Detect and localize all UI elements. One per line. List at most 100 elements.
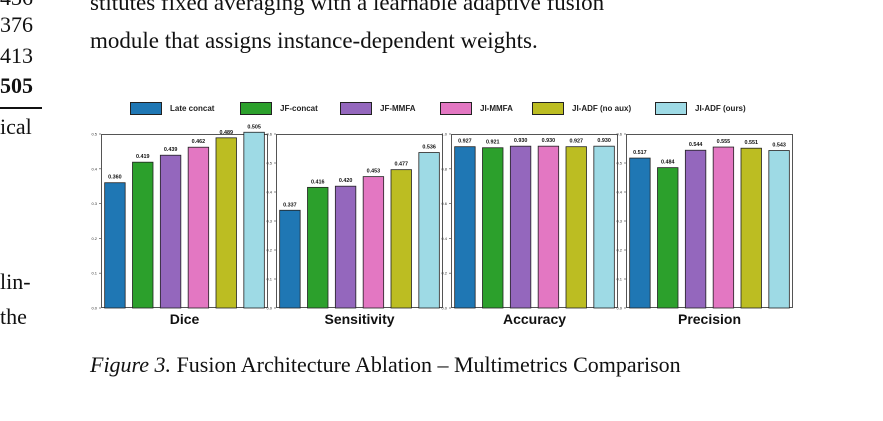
data-label: 0.543 (772, 143, 786, 149)
y-tick-label: 0.0 (616, 306, 622, 311)
y-tick-label: 0.5 (266, 161, 272, 166)
left-column-fragment: 376 (0, 12, 33, 37)
plot-frame (101, 134, 268, 308)
bar-accuracy-ji-adf-no-aux (565, 146, 587, 309)
y-tick-label: 0.3 (266, 219, 272, 224)
left-column-fragment: 413 (0, 43, 33, 68)
legend-label: JF-concat (280, 103, 318, 113)
chart-precision: 0.0 0.1 0.2 0.3 0.4 0.5 0.6 0.517 0.484 0.544 0.55… (616, 132, 793, 327)
y-tick-label: 0.8 (441, 166, 447, 171)
bar-sensitivity-jf-mmfa (334, 185, 357, 309)
y-tick-label: 0.6 (441, 201, 447, 206)
data-label: 0.337 (283, 202, 297, 208)
data-label: 0.551 (745, 140, 759, 146)
chart-legend: Late concat JF-concat JF-MMFA JI-MMFA JI… (130, 100, 820, 116)
y-tick-label: 0.0 (266, 306, 272, 311)
plot-frame (276, 134, 443, 308)
legend-item-jf-mmfa: JF-MMFA (340, 100, 416, 116)
y-tick-label: 0.4 (441, 236, 447, 241)
data-label: 0.484 (661, 160, 675, 166)
plot-frame (451, 134, 618, 308)
bar-dice-jf-concat (132, 161, 154, 309)
legend-item-ji-adf-ours: JI-ADF (ours) (655, 100, 746, 116)
legend-item-ji-adf-no-aux: JI-ADF (no aux) (532, 100, 631, 116)
bar-dice-ji-adf-ours (243, 131, 265, 309)
y-tick-label: 0.6 (616, 132, 622, 137)
legend-swatch (532, 101, 564, 115)
plot-frame (626, 134, 793, 308)
bar-precision-jf-concat (657, 167, 679, 309)
y-tick-label: 0.2 (616, 248, 622, 253)
data-label: 0.517 (633, 150, 647, 156)
legend-swatch (340, 101, 372, 115)
data-label: 0.462 (192, 139, 206, 145)
bar-precision-jf-mmfa (684, 149, 707, 309)
y-tick-label: 0.2 (441, 271, 447, 276)
chart-dice: 0.0 0.1 0.2 0.3 0.4 0.5 0.360 0.419 0.439 0.462 0.… (91, 124, 268, 327)
bar-sensitivity-late-concat (279, 209, 301, 309)
bar-precision-ji-mmfa (712, 146, 735, 309)
legend-swatch (440, 101, 472, 115)
bar-accuracy-ji-adf-ours (593, 145, 615, 309)
data-label: 0.555 (717, 139, 731, 145)
data-label: 0.927 (570, 139, 584, 145)
data-label: 0.927 (458, 139, 472, 145)
chart-group: 0.0 0.1 0.2 0.3 0.4 0.5 0.360 0.419 0.439 0.462 0.… (91, 124, 793, 330)
chart-title: Precision (678, 311, 741, 327)
left-column-fragment: the (0, 304, 27, 329)
bar-sensitivity-ji-adf-no-aux (390, 169, 412, 309)
bar-precision-late-concat (629, 157, 651, 309)
data-label: 0.544 (689, 142, 703, 148)
data-label: 0.930 (597, 138, 611, 144)
data-label: 0.505 (247, 124, 260, 130)
y-tick-label: 0.4 (616, 190, 622, 195)
y-tick-label: 0.3 (91, 201, 97, 206)
data-label: 0.921 (486, 140, 500, 146)
body-text-line: module that assigns instance-dependent w… (90, 28, 538, 53)
data-label: 0.420 (339, 178, 353, 184)
legend-label: JI-ADF (ours) (695, 103, 746, 113)
y-tick-label: 0.6 (266, 132, 272, 137)
bar-accuracy-jf-concat (482, 147, 504, 309)
legend-label: JI-MMFA (480, 103, 513, 113)
legend-label: JF-MMFA (380, 103, 416, 113)
bar-sensitivity-jf-concat (307, 186, 329, 309)
chart-title: Accuracy (503, 311, 566, 327)
table-rule (0, 107, 42, 109)
bar-sensitivity-ji-mmfa (362, 176, 385, 309)
bar-dice-jf-mmfa (159, 154, 182, 309)
bar-dice-ji-adf-no-aux (215, 137, 237, 309)
y-tick-label: 0.5 (616, 161, 622, 166)
data-label: 0.419 (136, 154, 150, 160)
bar-sensitivity-ji-adf-ours (418, 152, 440, 309)
data-label: 0.439 (164, 147, 178, 153)
y-tick-label: 0.0 (91, 306, 97, 311)
chart-title: Sensitivity (324, 311, 394, 327)
legend-item-late-concat: Late concat (130, 100, 214, 116)
y-tick-label: 0.0 (441, 306, 447, 311)
left-column-fragment: lin- (0, 269, 31, 294)
data-label: 0.930 (542, 138, 556, 144)
y-tick-label: 0.2 (266, 248, 272, 253)
legend-swatch (130, 101, 162, 115)
legend-item-ji-mmfa: JI-MMFA (440, 100, 513, 116)
chart-sensitivity: 0.0 0.1 0.2 0.3 0.4 0.5 0.6 0.337 0.416 0.420 0.45… (266, 132, 443, 327)
figure-caption: Figure 3. Fusion Architecture Ablation –… (90, 351, 800, 379)
bar-dice-ji-mmfa (187, 146, 210, 309)
left-column-fragment: 436 (0, 0, 33, 9)
data-label: 0.489 (220, 130, 234, 136)
legend-swatch (655, 101, 687, 115)
y-tick-label: 1.0 (441, 132, 447, 137)
legend-label: Late concat (170, 103, 215, 113)
bar-precision-ji-adf-no-aux (740, 147, 762, 309)
legend-swatch (240, 101, 272, 115)
caption-label: Figure 3. (90, 352, 172, 377)
left-column-fragment: ical (0, 114, 32, 139)
data-label: 0.453 (367, 169, 381, 175)
data-label: 0.360 (108, 175, 122, 181)
y-tick-label: 0.4 (266, 190, 272, 195)
data-label: 0.477 (395, 162, 409, 168)
bar-precision-ji-adf-ours (768, 150, 790, 309)
chart-title: Dice (170, 311, 200, 327)
